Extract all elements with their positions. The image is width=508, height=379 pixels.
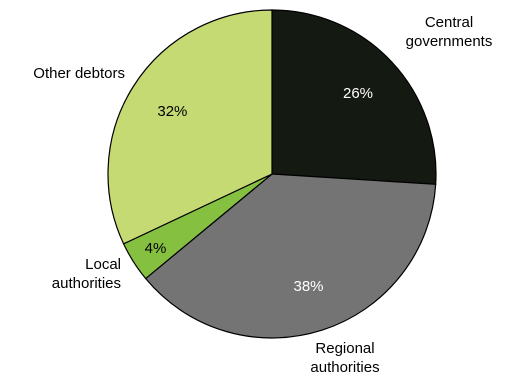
slice-value-label: 32%: [157, 103, 187, 120]
slice-category-label: Local authorities: [52, 256, 121, 292]
slice-value-label: 38%: [293, 278, 323, 295]
pie-slice-other-debtors: [107, 9, 273, 245]
pie-labels: 26% Central governments 38% Regional authorit…: [33, 14, 492, 376]
slice-category-label: Regional authorities: [310, 340, 379, 376]
slice-category-label: Other debtors: [33, 65, 125, 82]
slice-value-label: 4%: [145, 240, 167, 257]
pie-slice-central-governments: [271, 9, 437, 185]
pie-slices: [107, 9, 437, 339]
pie-slice-regional-authorities: [144, 173, 437, 339]
slice-category-label: Central governments: [406, 14, 493, 50]
slice-value-label: 26%: [343, 85, 373, 102]
